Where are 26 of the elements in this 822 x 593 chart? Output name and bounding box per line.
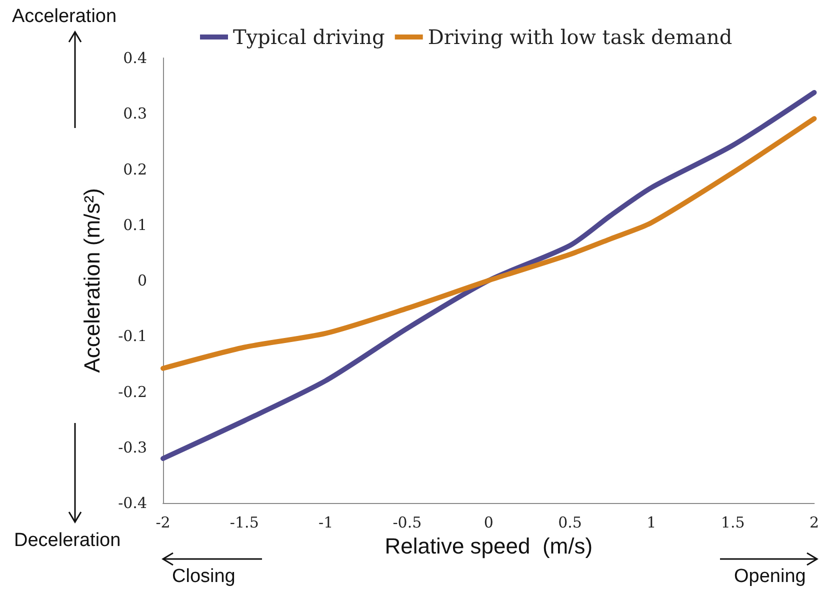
x-tick-label: 1.5 xyxy=(720,514,745,532)
x-tick-label: 0 xyxy=(484,514,494,532)
x-axis-title: Relative speed (m/s) xyxy=(384,534,593,558)
text: Opening xyxy=(734,566,806,588)
y-tick-label: 0.4 xyxy=(123,49,147,67)
y-tick-label: 0.1 xyxy=(123,216,147,234)
text: Deceleration xyxy=(14,530,121,552)
x-tick-label: -1.5 xyxy=(230,514,259,532)
text: Acceleration xyxy=(12,6,117,28)
x-tick-label: -0.5 xyxy=(392,514,422,532)
legend-label: Driving with low task demand xyxy=(428,25,732,49)
y-tick-label: 0.2 xyxy=(123,160,147,178)
x-tick-label: 2 xyxy=(809,514,819,532)
y-axis-title: Acceleration (m/s²) xyxy=(80,188,104,373)
text: Closing xyxy=(172,566,236,588)
legend-label: Typical driving xyxy=(233,25,386,49)
x-tick-label: -1 xyxy=(318,514,334,532)
y-tick-label: -0.4 xyxy=(118,494,147,512)
x-tick-label: 1 xyxy=(646,514,656,532)
y-tick-label: -0.2 xyxy=(118,382,147,401)
y-tick-label: -0.1 xyxy=(118,327,147,346)
x-tick-label: 0.5 xyxy=(558,514,582,532)
y-tick-label: 0 xyxy=(137,272,147,290)
y-tick-label: 0.3 xyxy=(123,104,147,123)
y-tick-label: -0.3 xyxy=(118,438,147,456)
x-tick-label: -2 xyxy=(156,514,170,532)
